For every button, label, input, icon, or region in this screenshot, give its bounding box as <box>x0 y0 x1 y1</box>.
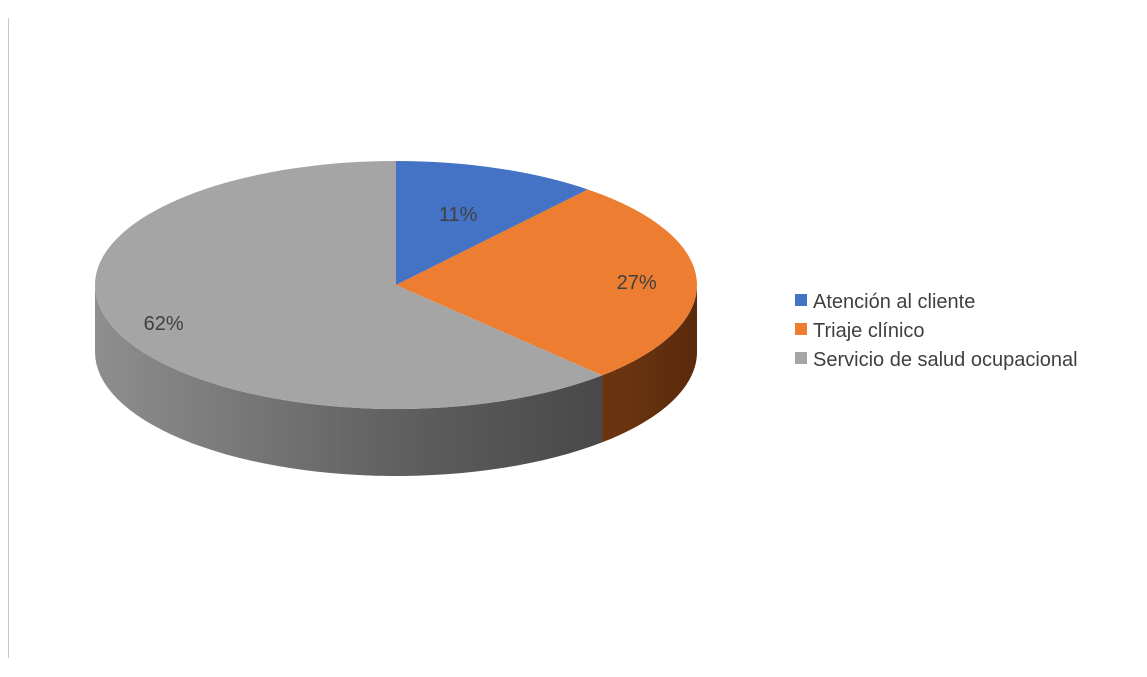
left-border-line <box>8 18 9 658</box>
legend-swatch-servicio <box>795 351 807 364</box>
legend-label-triaje: Triaje clínico <box>813 320 925 342</box>
data-label-servicio: 62% <box>144 313 184 335</box>
legend-item-atencion: Atención al cliente <box>795 288 1078 317</box>
legend-label-servicio: Servicio de salud ocupacional <box>813 349 1078 371</box>
pie-side-triaje <box>602 285 697 443</box>
legend-item-servicio: Servicio de salud ocupacional <box>795 346 1078 375</box>
data-label-atencion: 11% <box>439 204 478 226</box>
pie-tops <box>94 161 697 410</box>
pie-slice-atencion <box>396 161 588 285</box>
pie-slice-triaje <box>396 189 697 376</box>
legend-swatch-triaje <box>795 322 807 335</box>
pie-sides <box>95 285 697 476</box>
pie-slice-servicio <box>94 161 603 410</box>
legend: Atención al cliente Triaje clínico Servi… <box>795 288 1078 375</box>
legend-swatch-atencion <box>795 293 807 306</box>
pie-labels: 11% 27% 62% <box>144 204 657 335</box>
data-label-triaje: 27% <box>617 272 657 294</box>
legend-label-atencion: Atención al cliente <box>813 291 976 313</box>
legend-item-triaje: Triaje clínico <box>795 317 1078 346</box>
pie-side-servicio <box>95 285 603 476</box>
